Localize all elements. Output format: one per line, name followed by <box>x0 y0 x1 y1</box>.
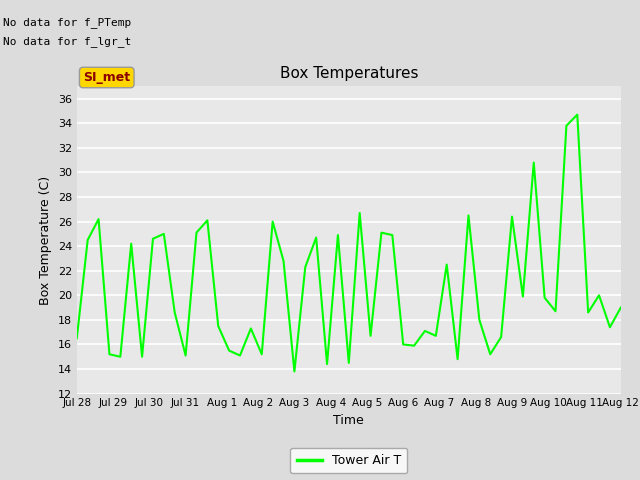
X-axis label: Time: Time <box>333 414 364 427</box>
Title: Box Temperatures: Box Temperatures <box>280 66 418 81</box>
Y-axis label: Box Temperature (C): Box Temperature (C) <box>39 175 52 305</box>
Text: No data for f_lgr_t: No data for f_lgr_t <box>3 36 131 47</box>
Legend: Tower Air T: Tower Air T <box>291 448 407 473</box>
Text: No data for f_PTemp: No data for f_PTemp <box>3 17 131 28</box>
Text: SI_met: SI_met <box>83 71 131 84</box>
